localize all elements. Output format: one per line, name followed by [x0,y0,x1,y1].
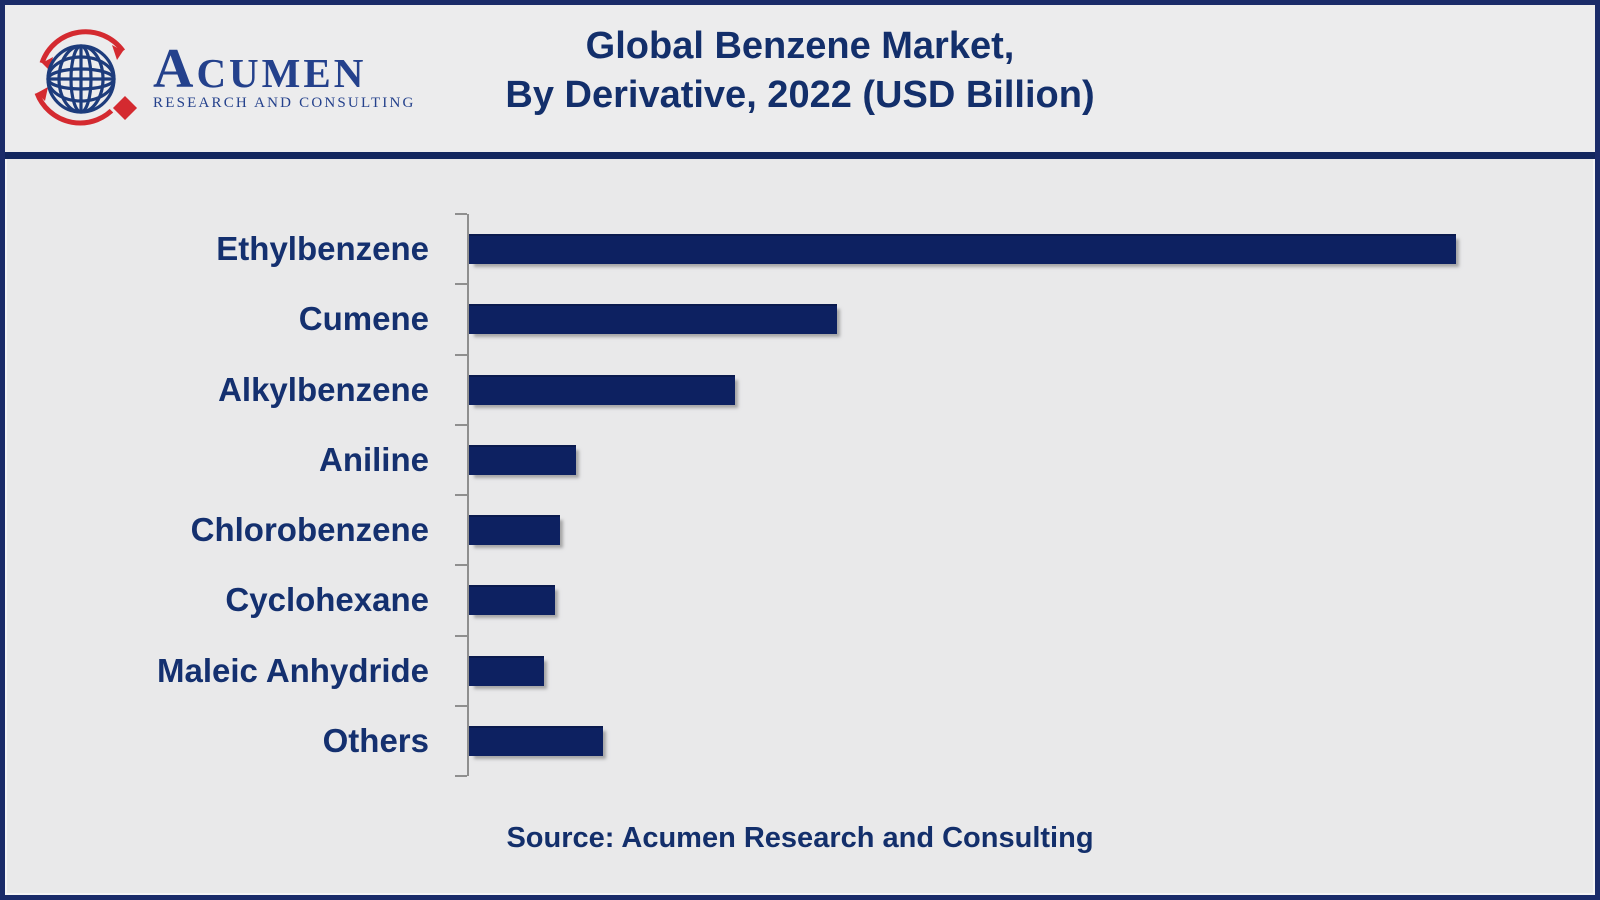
category-label: Maleic Anhydride [156,651,429,689]
chart-title: Global Benzene Market, By Derivative, 20… [5,5,1595,120]
bar-maleic-anhydride [469,655,545,686]
category-label: Cyclohexane [225,581,429,619]
bar-row [469,214,1565,284]
axis-tick [455,353,467,356]
brand-tagline: RESEARCH AND CONSULTING [153,94,416,111]
category-label: Chlorobenzene [190,511,429,549]
bar-row [469,284,1565,354]
header: Global Benzene Market, By Derivative, 20… [5,5,1595,152]
category-label: Ethylbenzene [216,230,429,268]
axis-tick [455,494,467,496]
bar-aniline [469,444,576,475]
bar-row [469,425,1565,495]
brand-logo: ACUMEN RESEARCH AND CONSULTING [29,27,416,131]
axis-tick [455,704,467,707]
axis-tick [455,423,467,426]
category-label: Cumene [298,300,429,338]
chart-title-line2: By Derivative, 2022 (USD Billion) [505,74,1095,116]
brand-name: ACUMEN [153,37,367,100]
bar-chlorobenzene [469,515,560,546]
axis-tick [455,634,467,637]
axis-tick [455,283,467,286]
brand-text: ACUMEN RESEARCH AND CONSULTING [153,47,416,112]
category-label: Others [322,721,429,759]
bar-row [469,495,1565,565]
axis-tick [455,775,467,777]
category-label: Aniline [318,440,429,478]
axis-tick [455,213,467,215]
bar-others [469,725,604,756]
chart-title-line1: Global Benzene Market, [585,25,1015,67]
axis-tick [455,564,467,567]
bar-row [469,565,1565,635]
category-label: Alkylbenzene [218,370,429,408]
bar-alkylbenzene [469,374,735,405]
bar-chart: Ethylbenzene Cumene Alkylbenzene Aniline Chl… [5,213,1595,777]
bar-ethylbenzene [469,234,1457,265]
bar-row [469,355,1565,425]
globe-swoosh-icon [34,29,142,126]
bar-row [469,636,1565,706]
bar-row [469,706,1565,776]
header-divider [5,152,1595,159]
category-axis-labels: Ethylbenzene Cumene Alkylbenzene Aniline Chl… [5,214,462,776]
bar-cyclohexane [469,585,555,616]
plot-area [455,213,1565,777]
source-note: Source: Acumen Research and Consulting [506,822,1094,854]
bar-cumene [469,304,838,335]
